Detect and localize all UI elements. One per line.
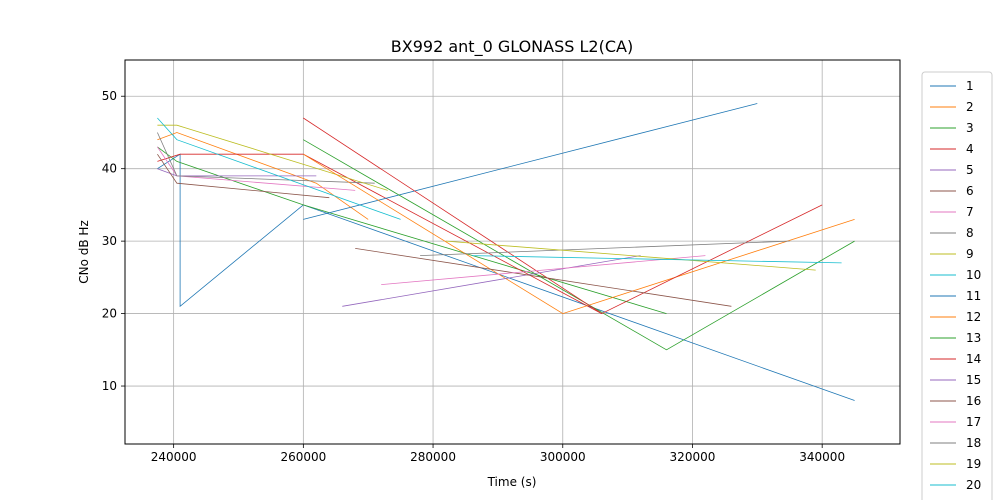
series-line-14 — [303, 117, 823, 315]
y-tick-label: 30 — [102, 234, 117, 248]
plot-series — [157, 103, 855, 401]
series-line-8 — [157, 132, 375, 184]
series-line-18 — [420, 240, 790, 256]
legend-label-16: 16 — [966, 394, 981, 408]
series-line-1 — [157, 153, 855, 401]
x-tick-label: 340000 — [799, 450, 845, 464]
legend-label-18: 18 — [966, 436, 981, 450]
y-axis-ticks: 10 20 30 40 50 — [102, 89, 125, 393]
y-tick-label: 40 — [102, 162, 117, 176]
series-line-2 — [157, 132, 369, 220]
legend-label-2: 2 — [966, 100, 974, 114]
grid-lines — [125, 60, 900, 444]
y-tick-label: 10 — [102, 379, 117, 393]
legend-label-1: 1 — [966, 79, 974, 93]
legend-box — [921, 71, 993, 500]
chart-title: BX992 ant_0 GLONASS L2(CA) — [391, 37, 633, 57]
y-tick-label: 20 — [102, 307, 117, 321]
series-line-11 — [303, 103, 758, 220]
legend-label-11: 11 — [966, 289, 981, 303]
series-line-20 — [471, 255, 842, 264]
series-line-15 — [342, 255, 641, 307]
legend-label-4: 4 — [966, 142, 974, 156]
legend-label-9: 9 — [966, 247, 974, 261]
series-line-12 — [303, 153, 855, 315]
legend-label-5: 5 — [966, 163, 974, 177]
series-line-19 — [445, 240, 816, 271]
legend-label-12: 12 — [966, 310, 981, 324]
y-tick-label: 50 — [102, 89, 117, 103]
legend-label-3: 3 — [966, 121, 974, 135]
x-tick-label: 300000 — [540, 450, 586, 464]
x-tick-label: 260000 — [280, 450, 326, 464]
legend-label-14: 14 — [966, 352, 981, 366]
legend-label-20: 20 — [966, 478, 981, 492]
legend-label-10: 10 — [966, 268, 981, 282]
legend-label-7: 7 — [966, 205, 974, 219]
legend: 123456789101112131415161718192021 — [921, 71, 993, 500]
x-axis-ticks: 240000 260000 280000 300000 320000 340000 — [151, 444, 845, 464]
legend-label-15: 15 — [966, 373, 981, 387]
series-line-17 — [381, 255, 706, 285]
series-line-6 — [157, 153, 330, 199]
series-line-13 — [303, 139, 855, 351]
x-tick-label: 240000 — [151, 450, 197, 464]
x-axis-label: Time (s) — [487, 475, 537, 489]
x-tick-label: 320000 — [670, 450, 716, 464]
legend-label-6: 6 — [966, 184, 974, 198]
legend-label-17: 17 — [966, 415, 981, 429]
y-axis-label: CNo dB Hz — [77, 220, 91, 284]
series-line-10 — [157, 117, 401, 220]
plot-frame — [124, 59, 901, 445]
series-line-16 — [355, 248, 732, 307]
legend-label-8: 8 — [966, 226, 974, 240]
legend-label-13: 13 — [966, 331, 981, 345]
legend-label-19: 19 — [966, 457, 981, 471]
x-tick-label: 280000 — [410, 450, 456, 464]
